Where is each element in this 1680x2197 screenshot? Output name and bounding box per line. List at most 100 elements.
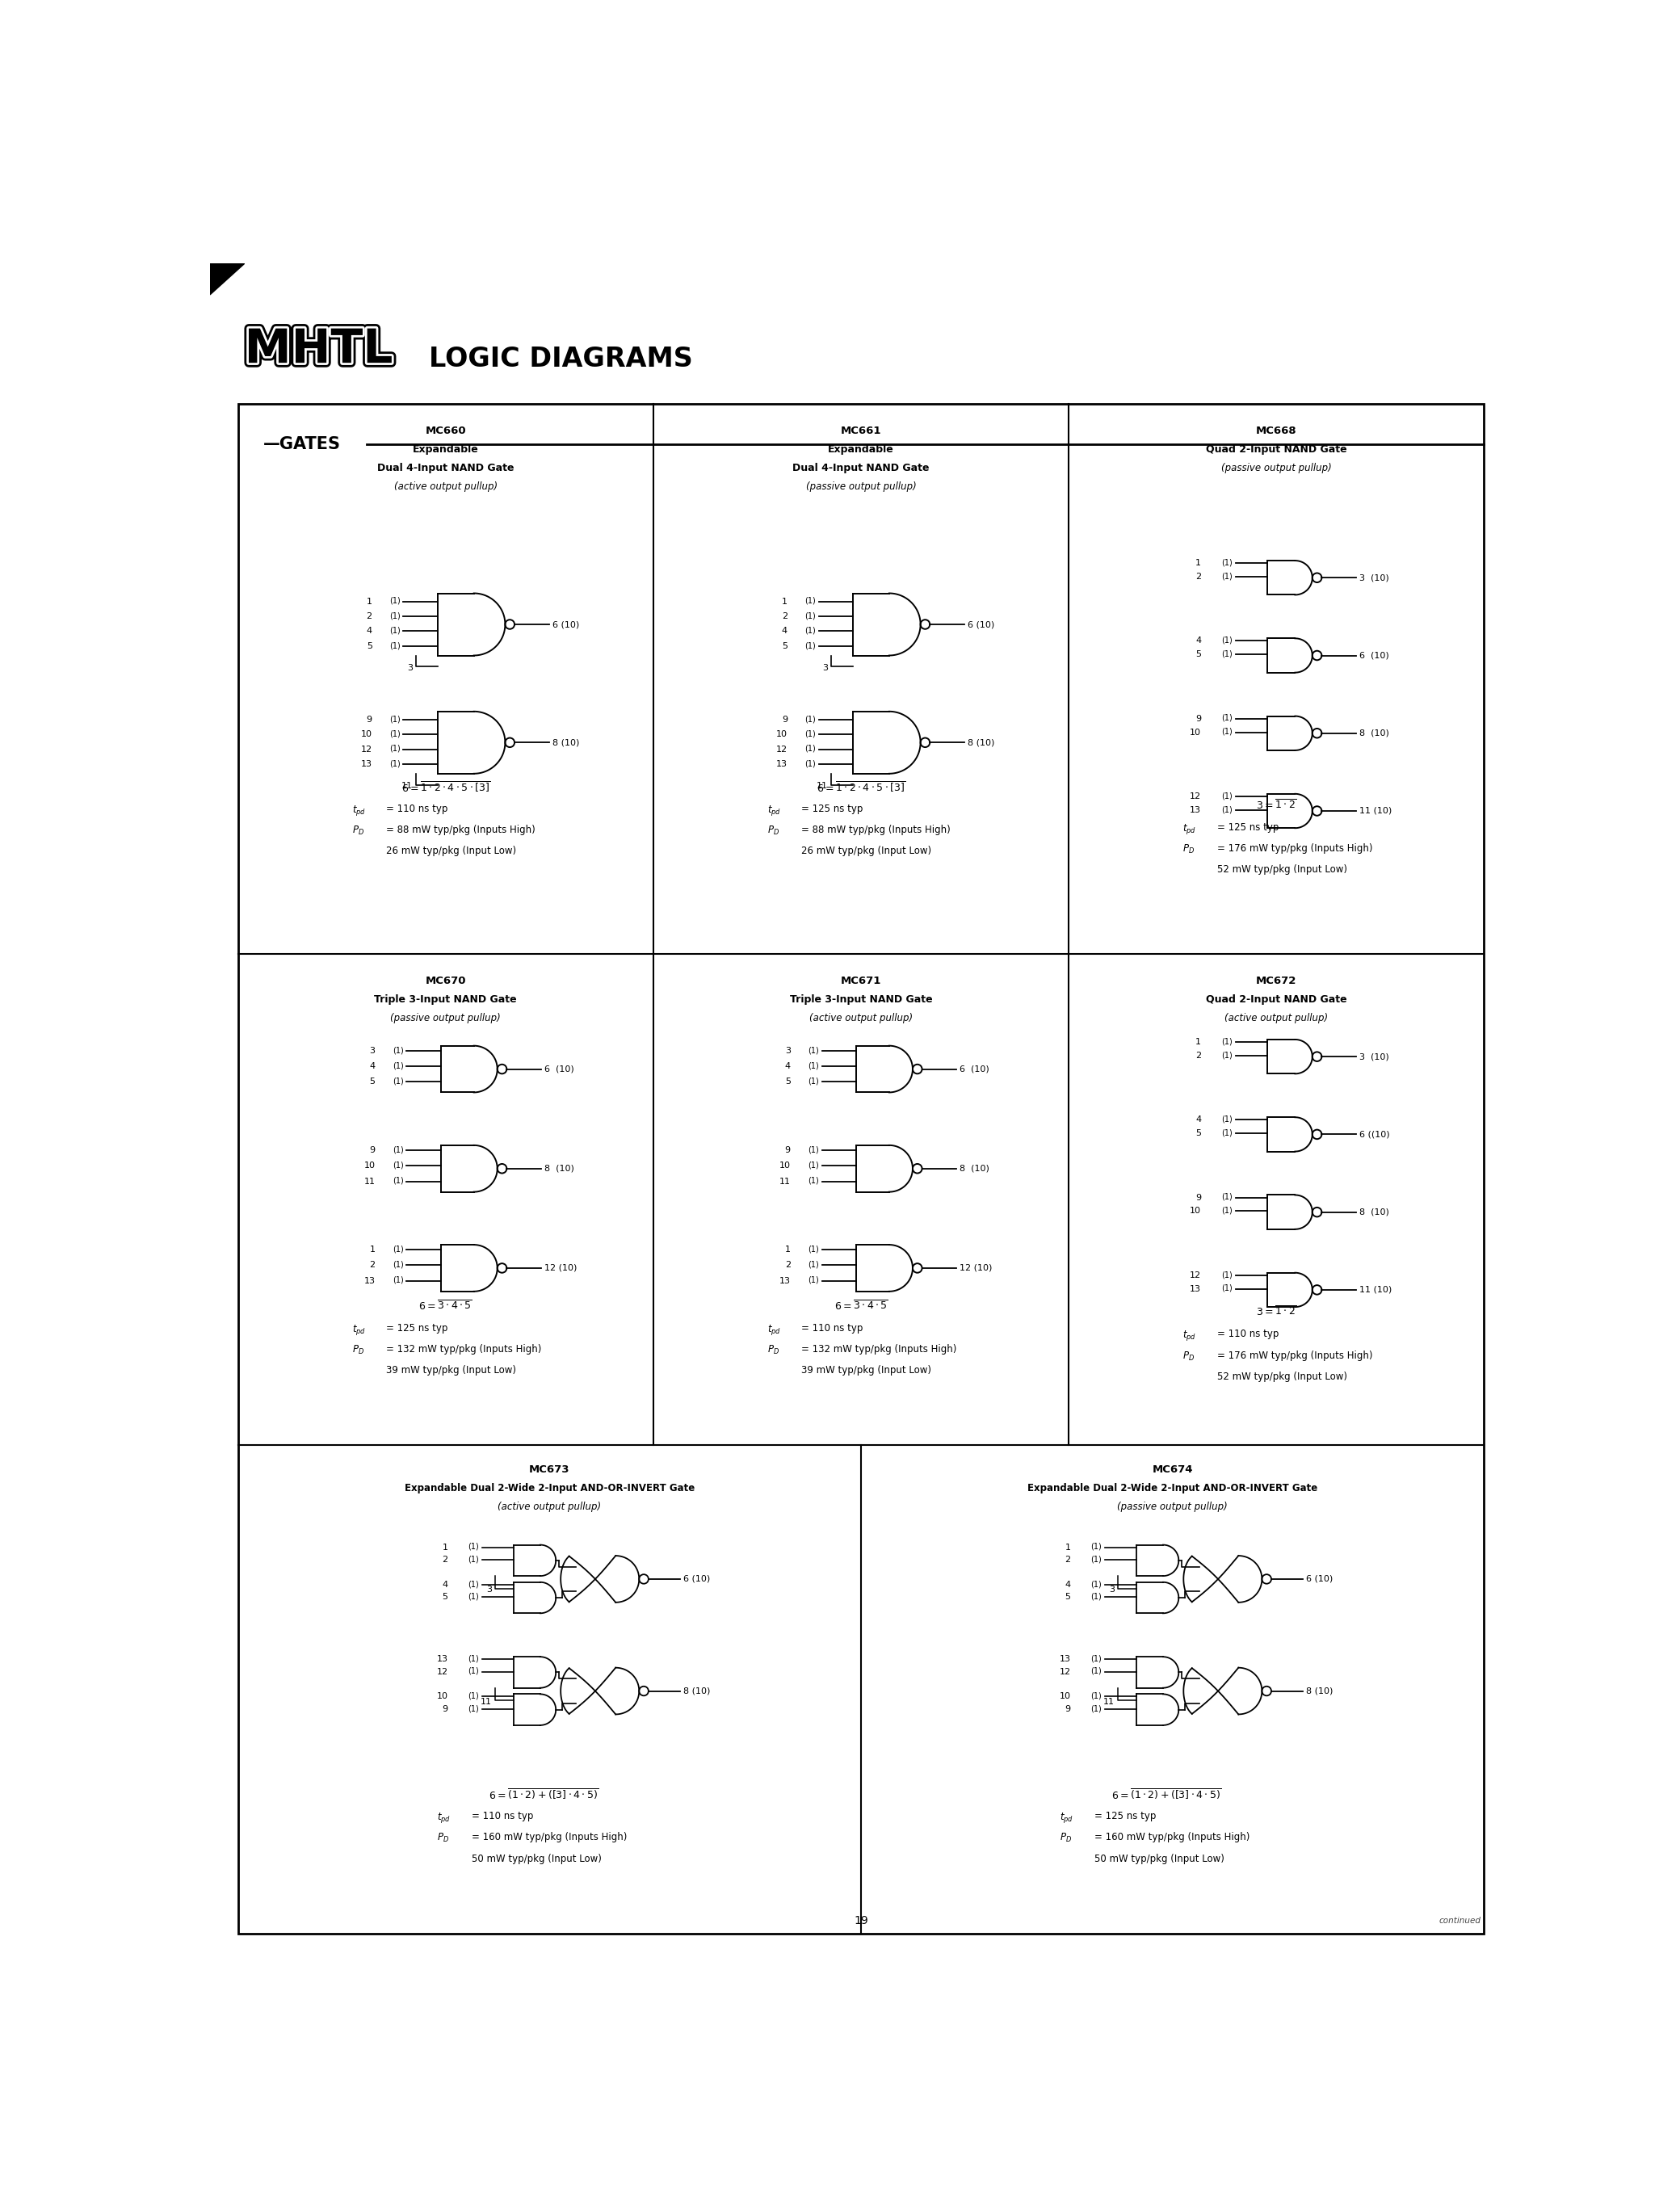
Text: (1): (1) bbox=[1090, 1668, 1102, 1674]
Text: 5: 5 bbox=[781, 642, 788, 650]
Text: 5: 5 bbox=[1065, 1593, 1070, 1602]
Polygon shape bbox=[210, 264, 244, 294]
Text: = 88 mW typ/pkg (Inputs High): = 88 mW typ/pkg (Inputs High) bbox=[386, 824, 536, 835]
Text: 13: 13 bbox=[437, 1654, 449, 1663]
Text: 3  (10): 3 (10) bbox=[1359, 573, 1389, 582]
Text: 5: 5 bbox=[1196, 1129, 1201, 1138]
Text: 6 (10): 6 (10) bbox=[553, 620, 580, 628]
Text: 12: 12 bbox=[1060, 1668, 1070, 1676]
Text: (1): (1) bbox=[808, 1046, 818, 1055]
Text: = 110 ns typ: = 110 ns typ bbox=[386, 804, 449, 815]
Text: 3: 3 bbox=[486, 1586, 492, 1593]
Text: = 125 ns typ: = 125 ns typ bbox=[1094, 1810, 1156, 1821]
Text: (1): (1) bbox=[805, 760, 815, 767]
Text: (1): (1) bbox=[469, 1580, 479, 1588]
Text: 3: 3 bbox=[370, 1046, 375, 1055]
Text: (1): (1) bbox=[805, 611, 815, 620]
Text: 50 mW typ/pkg (Input Low): 50 mW typ/pkg (Input Low) bbox=[472, 1854, 601, 1863]
Text: 13: 13 bbox=[1060, 1654, 1070, 1663]
Text: 11: 11 bbox=[365, 1178, 375, 1186]
Text: (1): (1) bbox=[1221, 1206, 1233, 1215]
Text: (passive output pullup): (passive output pullup) bbox=[1117, 1501, 1228, 1512]
Text: MC673: MC673 bbox=[529, 1463, 570, 1474]
Text: $6 = \overline{3 \cdot 4 \cdot 5}$: $6 = \overline{3 \cdot 4 \cdot 5}$ bbox=[833, 1298, 889, 1312]
Text: $t_{pd}$: $t_{pd}$ bbox=[1183, 1329, 1196, 1342]
Text: 6 (10): 6 (10) bbox=[1305, 1575, 1332, 1584]
Text: MHTL: MHTL bbox=[244, 327, 393, 373]
Text: 1: 1 bbox=[370, 1246, 375, 1254]
Text: Quad 2-Input NAND Gate: Quad 2-Input NAND Gate bbox=[1206, 995, 1347, 1004]
Text: 10: 10 bbox=[437, 1692, 449, 1700]
Text: 1: 1 bbox=[1196, 1037, 1201, 1046]
Text: MC670: MC670 bbox=[425, 975, 465, 986]
Text: (1): (1) bbox=[393, 1261, 403, 1268]
Text: (1): (1) bbox=[390, 745, 400, 754]
Text: = 125 ns typ: = 125 ns typ bbox=[801, 804, 864, 815]
Text: 5: 5 bbox=[366, 642, 373, 650]
Text: 8 (10): 8 (10) bbox=[968, 738, 995, 747]
Text: 2: 2 bbox=[785, 1261, 791, 1270]
Text: (1): (1) bbox=[393, 1077, 403, 1085]
Text: 9: 9 bbox=[1196, 714, 1201, 723]
Text: 5: 5 bbox=[370, 1079, 375, 1085]
Text: 5: 5 bbox=[1196, 650, 1201, 659]
Text: 5: 5 bbox=[442, 1593, 449, 1602]
Text: (1): (1) bbox=[805, 729, 815, 738]
Text: (1): (1) bbox=[1221, 571, 1233, 580]
Text: 12: 12 bbox=[361, 745, 373, 754]
Text: (1): (1) bbox=[469, 1555, 479, 1564]
Text: = 125 ns typ: = 125 ns typ bbox=[386, 1323, 449, 1334]
Text: (1): (1) bbox=[390, 598, 400, 604]
Text: 12: 12 bbox=[1189, 1272, 1201, 1279]
Text: 10: 10 bbox=[361, 729, 373, 738]
Text: $6 = \overline{(1 \cdot 2) + ([3] \cdot 4 \cdot 5)}$: $6 = \overline{(1 \cdot 2) + ([3] \cdot … bbox=[489, 1788, 598, 1802]
Text: 13: 13 bbox=[776, 760, 788, 769]
Text: 12 (10): 12 (10) bbox=[544, 1263, 576, 1272]
Text: 11: 11 bbox=[816, 782, 828, 791]
Text: (1): (1) bbox=[1090, 1654, 1102, 1663]
Text: MC672: MC672 bbox=[1257, 975, 1297, 986]
Text: 2: 2 bbox=[1196, 1052, 1201, 1059]
Text: 2: 2 bbox=[370, 1261, 375, 1270]
Text: 11: 11 bbox=[780, 1178, 791, 1186]
Text: 11 (10): 11 (10) bbox=[1359, 1285, 1391, 1294]
Text: (1): (1) bbox=[390, 760, 400, 767]
Text: (1): (1) bbox=[1221, 1116, 1233, 1123]
Text: (1): (1) bbox=[805, 745, 815, 754]
Text: (passive output pullup): (passive output pullup) bbox=[390, 1013, 501, 1024]
Text: 3: 3 bbox=[823, 663, 828, 672]
Text: 11 (10): 11 (10) bbox=[1359, 806, 1391, 815]
Text: (1): (1) bbox=[390, 626, 400, 635]
Text: 4: 4 bbox=[1196, 1116, 1201, 1125]
Text: 12: 12 bbox=[776, 745, 788, 754]
Text: 9: 9 bbox=[370, 1147, 375, 1153]
Text: $6 = \overline{(1 \cdot 2) + ([3] \cdot 4 \cdot 5)}$: $6 = \overline{(1 \cdot 2) + ([3] \cdot … bbox=[1110, 1788, 1221, 1802]
Text: 10: 10 bbox=[1189, 727, 1201, 736]
Text: = 176 mW typ/pkg (Inputs High): = 176 mW typ/pkg (Inputs High) bbox=[1216, 1351, 1373, 1360]
Text: 1: 1 bbox=[1196, 558, 1201, 567]
Text: 8  (10): 8 (10) bbox=[959, 1164, 990, 1173]
Text: = 160 mW typ/pkg (Inputs High): = 160 mW typ/pkg (Inputs High) bbox=[472, 1832, 627, 1843]
Text: 6 (10): 6 (10) bbox=[682, 1575, 709, 1584]
Text: 52 mW typ/pkg (Input Low): 52 mW typ/pkg (Input Low) bbox=[1216, 863, 1347, 874]
Text: (active output pullup): (active output pullup) bbox=[1225, 1013, 1329, 1024]
Text: 39 mW typ/pkg (Input Low): 39 mW typ/pkg (Input Low) bbox=[386, 1364, 516, 1375]
Text: (1): (1) bbox=[808, 1178, 818, 1184]
Text: —GATES: —GATES bbox=[264, 435, 341, 453]
Text: (1): (1) bbox=[1090, 1542, 1102, 1551]
Text: Expandable Dual 2-Wide 2-Input AND-OR-INVERT Gate: Expandable Dual 2-Wide 2-Input AND-OR-IN… bbox=[405, 1483, 694, 1494]
Text: $P_D$: $P_D$ bbox=[768, 824, 780, 837]
Text: $P_D$: $P_D$ bbox=[1183, 1351, 1194, 1362]
Text: = 176 mW typ/pkg (Inputs High): = 176 mW typ/pkg (Inputs High) bbox=[1216, 844, 1373, 855]
Text: (active output pullup): (active output pullup) bbox=[393, 481, 497, 492]
Text: (1): (1) bbox=[805, 642, 815, 650]
Text: 1: 1 bbox=[1065, 1542, 1070, 1551]
Text: Triple 3-Input NAND Gate: Triple 3-Input NAND Gate bbox=[790, 995, 932, 1004]
Text: 8 (10): 8 (10) bbox=[682, 1687, 711, 1696]
Text: 9: 9 bbox=[366, 716, 373, 723]
Text: 9: 9 bbox=[785, 1147, 791, 1153]
Text: (1): (1) bbox=[1221, 1037, 1233, 1046]
Text: $P_D$: $P_D$ bbox=[1183, 844, 1194, 855]
Text: 9: 9 bbox=[1196, 1193, 1201, 1202]
Text: (1): (1) bbox=[1090, 1692, 1102, 1700]
